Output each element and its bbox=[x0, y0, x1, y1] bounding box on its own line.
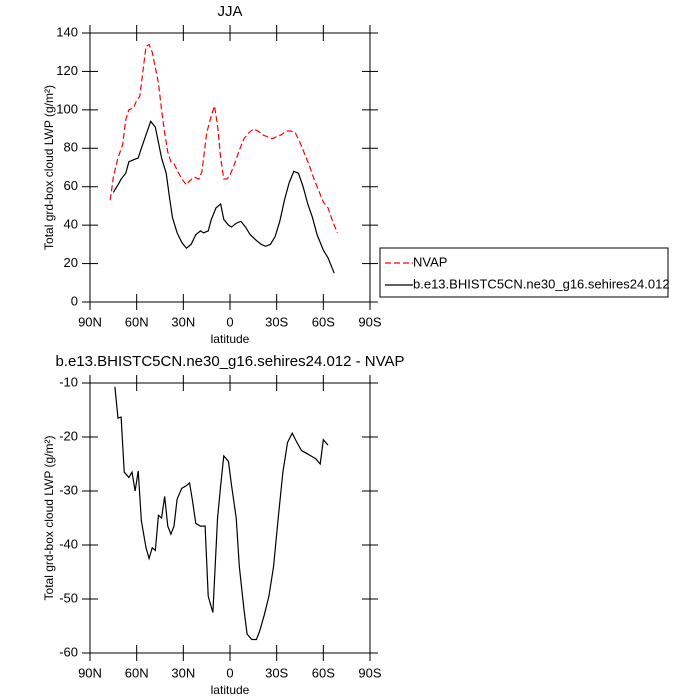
y-tick-label: -60 bbox=[59, 644, 78, 659]
x-tick-label: 90S bbox=[358, 665, 381, 680]
y-tick-label: 140 bbox=[56, 24, 78, 39]
x-tick-label: 60N bbox=[125, 665, 149, 680]
x-tick-label: 30S bbox=[265, 665, 288, 680]
x-tick-label: 60N bbox=[125, 314, 149, 329]
y-tick-label: 120 bbox=[56, 63, 78, 78]
y-tick-label: 40 bbox=[64, 217, 78, 232]
chart-title: b.e13.BHISTC5CN.ne30_g16.sehires24.012 -… bbox=[55, 353, 404, 370]
series-line bbox=[114, 386, 329, 641]
plot-frame bbox=[89, 32, 371, 303]
y-tick-label: -30 bbox=[59, 482, 78, 497]
y-tick-label: -40 bbox=[59, 536, 78, 551]
y-tick-label: 0 bbox=[71, 293, 78, 308]
plot-frame bbox=[89, 382, 371, 654]
x-tick-label: 30S bbox=[265, 314, 288, 329]
series-line bbox=[112, 120, 335, 274]
x-tick-label: 30N bbox=[171, 314, 195, 329]
y-tick-label: 60 bbox=[64, 178, 78, 193]
y-tick-label: 80 bbox=[64, 140, 78, 155]
x-tick-label: 90S bbox=[358, 314, 381, 329]
x-tick-label: 30N bbox=[171, 665, 195, 680]
legend-box bbox=[379, 247, 669, 298]
series-line bbox=[109, 43, 338, 234]
y-tick-label: -50 bbox=[59, 590, 78, 605]
x-tick-label: 90N bbox=[78, 665, 102, 680]
y-tick-label: -20 bbox=[59, 428, 78, 443]
y-axis-label: Total grd-box cloud LWP (g/m²) bbox=[42, 436, 56, 601]
y-tick-label: 20 bbox=[64, 255, 78, 270]
x-tick-label: 90N bbox=[78, 314, 102, 329]
legend-label: NVAP bbox=[413, 254, 447, 269]
x-axis-label: latitude bbox=[211, 683, 250, 697]
x-tick-label: 60S bbox=[312, 665, 335, 680]
y-tick-label: -10 bbox=[59, 374, 78, 389]
x-tick-label: 0 bbox=[226, 314, 233, 329]
y-axis-label: Total grd-box cloud LWP (g/m²) bbox=[42, 85, 56, 250]
legend-label: b.e13.BHISTC5CN.ne30_g16.sehires24.012 bbox=[413, 276, 670, 291]
chart-title: JJA bbox=[217, 3, 242, 20]
x-tick-label: 60S bbox=[312, 314, 335, 329]
x-axis-label: latitude bbox=[211, 332, 250, 346]
y-tick-label: 100 bbox=[56, 101, 78, 116]
x-tick-label: 0 bbox=[226, 665, 233, 680]
